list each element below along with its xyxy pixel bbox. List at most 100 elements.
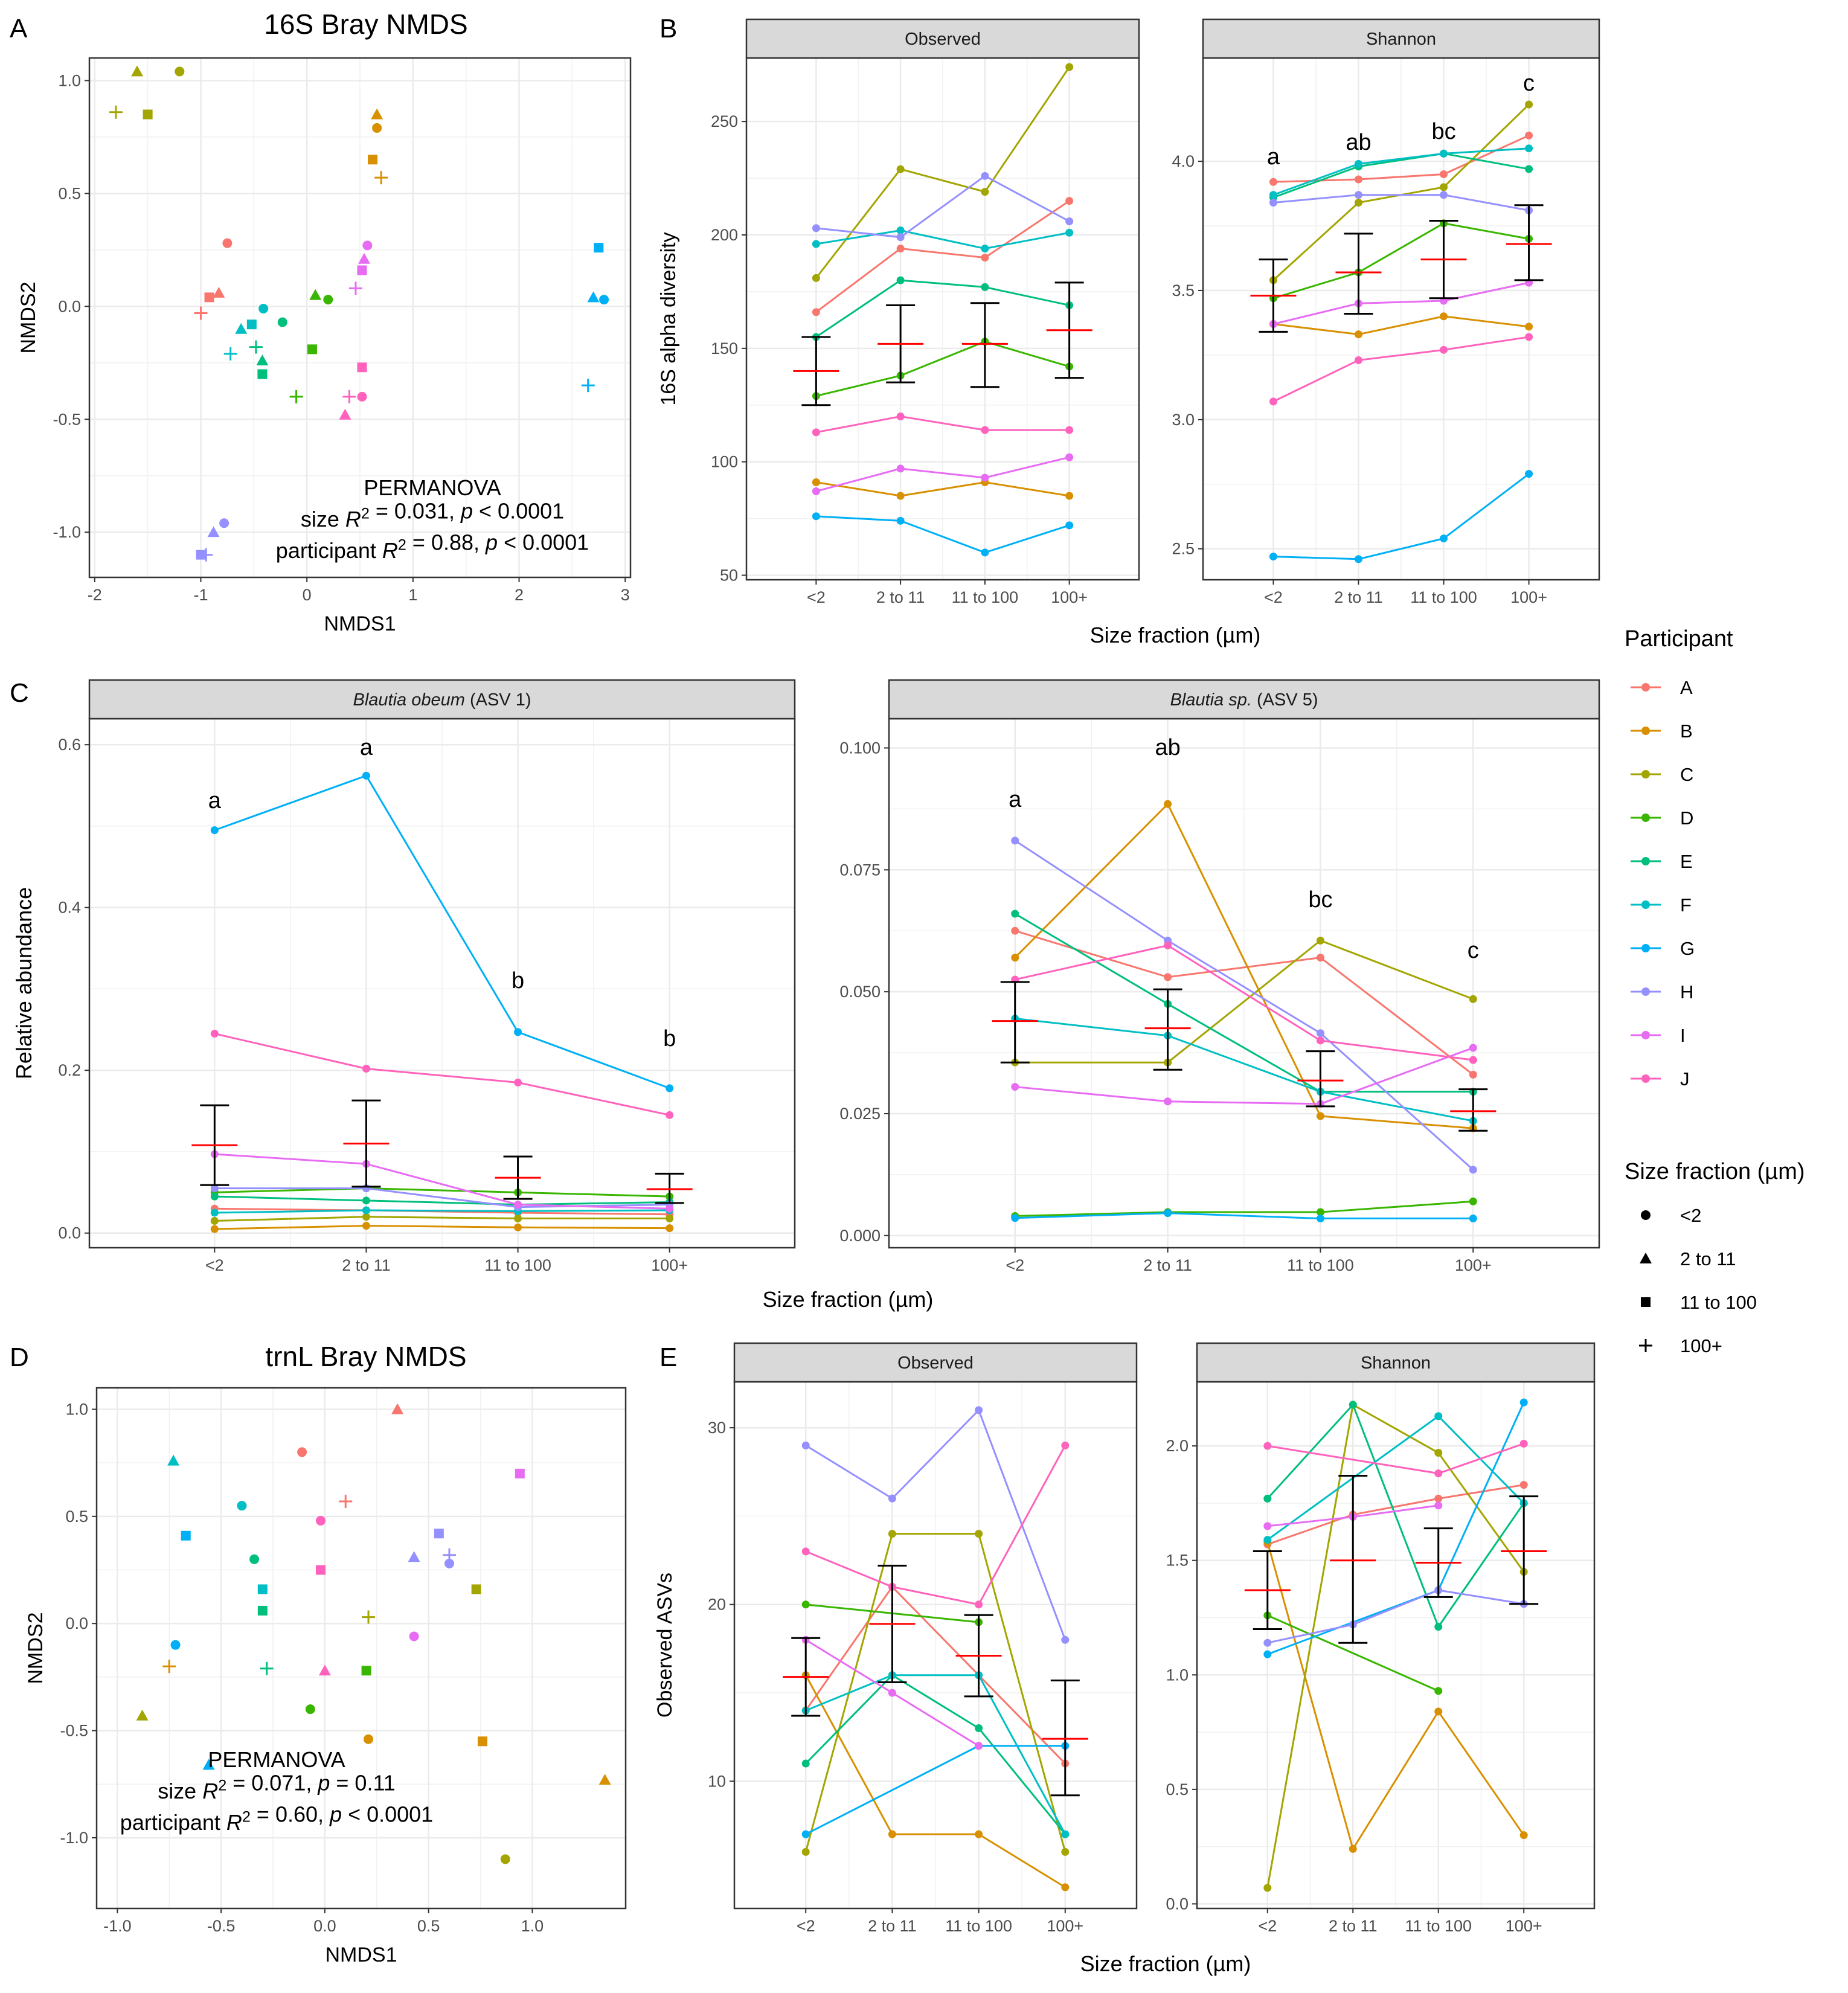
panel-e-shannon-series-point-D	[1434, 1687, 1443, 1695]
panel-b-shannon-series-point-A	[1525, 131, 1533, 140]
panel-a-ytick-label: -0.5	[53, 410, 81, 428]
panel-d-ytick-label: 0.0	[65, 1614, 88, 1632]
panel-b-shannon-sig-letter: a	[1267, 144, 1280, 170]
panel-e-observed-series-line-E	[805, 1674, 1066, 1835]
panel-e-observed-ytick-label: 10	[708, 1772, 726, 1790]
legend-size-label: <2	[1680, 1205, 1701, 1226]
panel-c-asv5-ytick-label: 0.000	[839, 1227, 881, 1245]
panel-a-point-H	[219, 518, 229, 528]
panel-e-shannon-series-point-A	[1519, 1481, 1528, 1489]
panel-c-asv5-series-point-A	[1164, 973, 1172, 981]
panel-letter-E: E	[659, 1343, 677, 1372]
panel-d-point-C	[136, 1709, 149, 1721]
panel-c-asv5-series-point-A	[1011, 926, 1019, 935]
panel-d-point-C	[500, 1854, 510, 1864]
legend-key-point-I	[1641, 1031, 1650, 1039]
panel-b-shannon-series-point-B	[1440, 312, 1448, 321]
panel-d-title: trnL Bray NMDS	[265, 1341, 466, 1372]
panel-a-point-C	[131, 65, 144, 77]
panel-e-observed-series-point-B	[975, 1830, 983, 1838]
panel-c-asv5-series-line-I	[1015, 1047, 1474, 1105]
panel-a-point-I	[357, 265, 367, 275]
panel-d-point-C	[471, 1584, 481, 1594]
panel-b-observed-strip-label: Observed	[905, 30, 981, 49]
panel-c-asv1-ytick-label: 0.0	[58, 1224, 81, 1242]
legend-participant-label: C	[1680, 764, 1693, 785]
panel-c-asv1-ytick-label: 0.2	[58, 1061, 81, 1079]
panel-e-observed-series-point-E	[801, 1759, 810, 1768]
panel-b-observed-series-point-I	[812, 487, 820, 495]
panel-b-shannon: 2.5 3.0 3.5 4.0 <2 2 to 11 11 to 100 100+ Shanno…	[1172, 18, 1600, 606]
panel-e-shannon-series-point-F	[1263, 1536, 1272, 1544]
panel-c-asv1-sig-letter: a	[208, 788, 222, 814]
panel-b-shannon-series-line-H	[1273, 194, 1529, 211]
panel-a-point-B	[372, 123, 382, 133]
panel-a-xtick-label: 2	[515, 586, 524, 604]
panel-c-asv1-series-line-B	[214, 1225, 670, 1230]
panel-b-observed-series-point-B	[1065, 492, 1074, 500]
panel-b-shannon-series-point-J	[1525, 333, 1533, 341]
panel-c-asv1-sig-letter: b	[512, 968, 524, 993]
legend-participant-label: E	[1680, 851, 1693, 872]
panel-a-point-I	[362, 240, 373, 251]
panel-b-y-axis-label: 16S alpha diversity	[657, 232, 680, 405]
panel-b-observed-series-point-J	[1065, 426, 1074, 434]
panel-e-observed-xtick-label: 100+	[1047, 1917, 1083, 1935]
panel-a-point-C	[109, 105, 123, 119]
panel-d-point-G	[181, 1530, 191, 1541]
panel-e-observed-series-point-B	[1061, 1883, 1070, 1892]
panel-e-shannon-series-point-A	[1434, 1494, 1443, 1503]
panel-e-shannon-series-point-C	[1434, 1449, 1443, 1457]
panel-b-observed-ytick-label: 250	[711, 112, 738, 130]
panel-a-x-axis-label: NMDS1	[324, 612, 396, 635]
panel-e-shannon-series-point-C	[1263, 1884, 1272, 1892]
panel-b-observed-series-point-I	[896, 464, 905, 473]
panel-a-point-D	[307, 344, 317, 355]
panel-d-point-H	[434, 1529, 444, 1539]
panel-b-observed-series-point-F	[812, 240, 820, 248]
panel-b-shannon-series-point-G	[1269, 553, 1277, 561]
panel-c-asv5-sig-letter: bc	[1308, 887, 1332, 913]
legend-size-title: Size fraction (µm)	[1625, 1159, 1805, 1184]
panel-c-asv5-series-point-G	[1011, 1214, 1019, 1222]
panel-a-y-axis-label: NMDS2	[17, 281, 40, 353]
panel-c-asv1-series-line-J	[214, 1033, 670, 1116]
panel-b-shannon-series-point-H	[1269, 199, 1277, 207]
panel-c-asv5-series-point-G	[1164, 1209, 1172, 1218]
panel-d-point-J	[316, 1565, 326, 1575]
panel-c-asv1-series-point-I	[666, 1204, 674, 1213]
panel-b-observed-series-point-G	[896, 516, 905, 525]
panel-b-observed-series-point-E	[981, 283, 989, 291]
panel-b-shannon-series-point-G	[1525, 470, 1533, 478]
panel-d-point-I	[515, 1468, 525, 1478]
panel-a-point-D	[323, 295, 333, 305]
panel-d-xtick-label: 0.5	[417, 1917, 440, 1935]
panel-b-observed-series-point-G	[812, 512, 820, 521]
panel-c-asv5-series-point-C	[1469, 995, 1477, 1003]
panel-b-observed-series-point-I	[981, 473, 989, 482]
panel-b-shannon-strip	[1202, 18, 1600, 59]
panel-a-point-F	[235, 323, 248, 334]
panel-b-shannon-xtick-label: <2	[1264, 588, 1283, 606]
panel-d-ytick-label: 0.5	[65, 1507, 88, 1526]
panel-b-observed-series-point-H	[812, 224, 820, 233]
panel-c-asv1-series-line-G	[214, 774, 670, 1090]
legend-key-point-H	[1641, 987, 1650, 996]
panel-a-point-E	[277, 317, 287, 327]
panel-b-observed-series-point-C	[812, 274, 820, 282]
panel-a-point-I	[348, 281, 362, 295]
panel-d-point-I	[409, 1631, 419, 1642]
panel-b-shannon-sig-letter: bc	[1431, 119, 1455, 144]
panel-c-asv5: 0.000 0.025 0.050 0.075 0.100 <2 2 to 11 11 to …	[839, 679, 1600, 1274]
panel-a-point-J	[342, 390, 356, 403]
panel-b-observed-series-point-F	[896, 226, 905, 234]
legend-size-label: 2 to 11	[1680, 1248, 1736, 1269]
panel-a-point-G	[594, 243, 604, 253]
panel-c-asv1-series-point-B	[362, 1222, 370, 1230]
panel-e-observed-series-point-C	[801, 1847, 810, 1856]
panel-e-shannon-xtick-label: 2 to 11	[1329, 1917, 1378, 1935]
panel-c-asv5-strip	[888, 679, 1600, 720]
panel-d-point-D	[361, 1666, 371, 1676]
panel-a-point-B	[371, 108, 383, 120]
panel-e-shannon-series-line-D	[1267, 1614, 1439, 1692]
